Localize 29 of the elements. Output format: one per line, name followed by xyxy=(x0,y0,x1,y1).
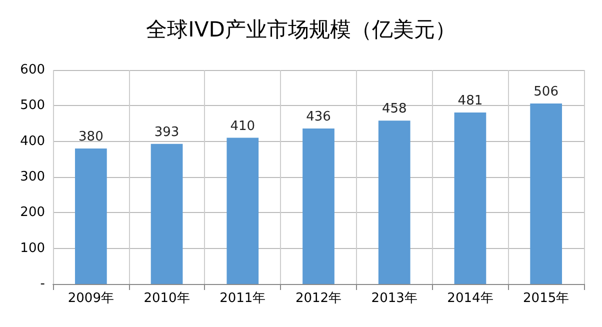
y-tick-label: 100 xyxy=(20,240,45,256)
bar xyxy=(150,144,183,284)
y-tick-label: 200 xyxy=(20,205,45,220)
y-tick-label: 500 xyxy=(20,98,45,114)
bar xyxy=(530,104,562,284)
bar xyxy=(454,112,486,284)
bar xyxy=(226,138,259,284)
bar xyxy=(75,148,107,284)
bar xyxy=(378,120,410,284)
y-tick-label: 300 xyxy=(20,170,45,184)
x-tick-label: 2015年 xyxy=(523,291,570,306)
y-tick-label: - xyxy=(40,276,46,292)
data-label: 393 xyxy=(154,124,180,140)
x-tick-label: 2013年 xyxy=(371,291,418,306)
x-tick-label: 2010年 xyxy=(144,291,190,306)
data-label: 410 xyxy=(230,118,256,134)
x-tick-label: 2012年 xyxy=(295,291,342,306)
data-label: 380 xyxy=(78,129,104,144)
data-label: 506 xyxy=(534,84,558,100)
data-label: 481 xyxy=(458,93,483,108)
chart-title: 全球IVD产业市场规模（亿美元） xyxy=(146,18,456,42)
bar xyxy=(302,128,334,284)
data-label: 458 xyxy=(382,102,407,117)
x-tick-label: 2014年 xyxy=(447,291,494,306)
x-tick-label: 2009年 xyxy=(68,291,114,306)
data-label: 436 xyxy=(306,109,331,124)
x-tick-label: 2011年 xyxy=(220,291,266,306)
y-tick-label: 400 xyxy=(20,134,45,149)
y-tick-label: 600 xyxy=(20,62,45,78)
